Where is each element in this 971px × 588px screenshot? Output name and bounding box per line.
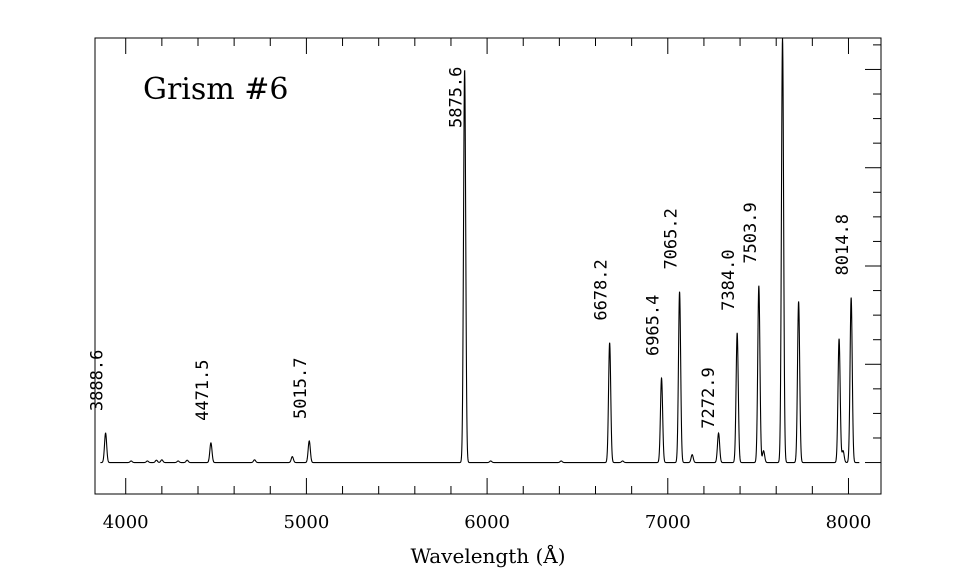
x-tick-label: 6000 [464, 512, 510, 533]
x-tick-label: 5000 [284, 512, 330, 533]
spectrum-line [100, 37, 860, 464]
x-tick-label: 8000 [826, 512, 872, 533]
axis-ticks [125, 38, 881, 494]
line-label: 7065.2 [662, 208, 682, 269]
line-label: 5875.6 [447, 67, 467, 128]
line-label: 7272.9 [699, 367, 719, 428]
line-label: 5015.7 [291, 358, 311, 419]
chart-title: Grism #6 [143, 72, 289, 107]
x-tick-label: 4000 [103, 512, 149, 533]
line-label: 7503.9 [741, 202, 761, 263]
line-annotations: 3888.6 4471.5 5015.7 5875.6 6678.2 6965.4 7065… [88, 67, 854, 429]
x-axis-title: Wavelength (Å) [410, 543, 565, 568]
line-label: 3888.6 [88, 350, 108, 411]
x-tick-label: 7000 [645, 512, 691, 533]
line-label: 6678.2 [592, 259, 612, 320]
line-label: 8014.8 [833, 214, 853, 275]
line-label: 4471.5 [193, 359, 213, 420]
line-label: 7384.0 [719, 249, 739, 310]
x-tick-labels: 4000 5000 6000 7000 8000 [103, 512, 872, 533]
line-label: 6965.4 [644, 295, 664, 356]
